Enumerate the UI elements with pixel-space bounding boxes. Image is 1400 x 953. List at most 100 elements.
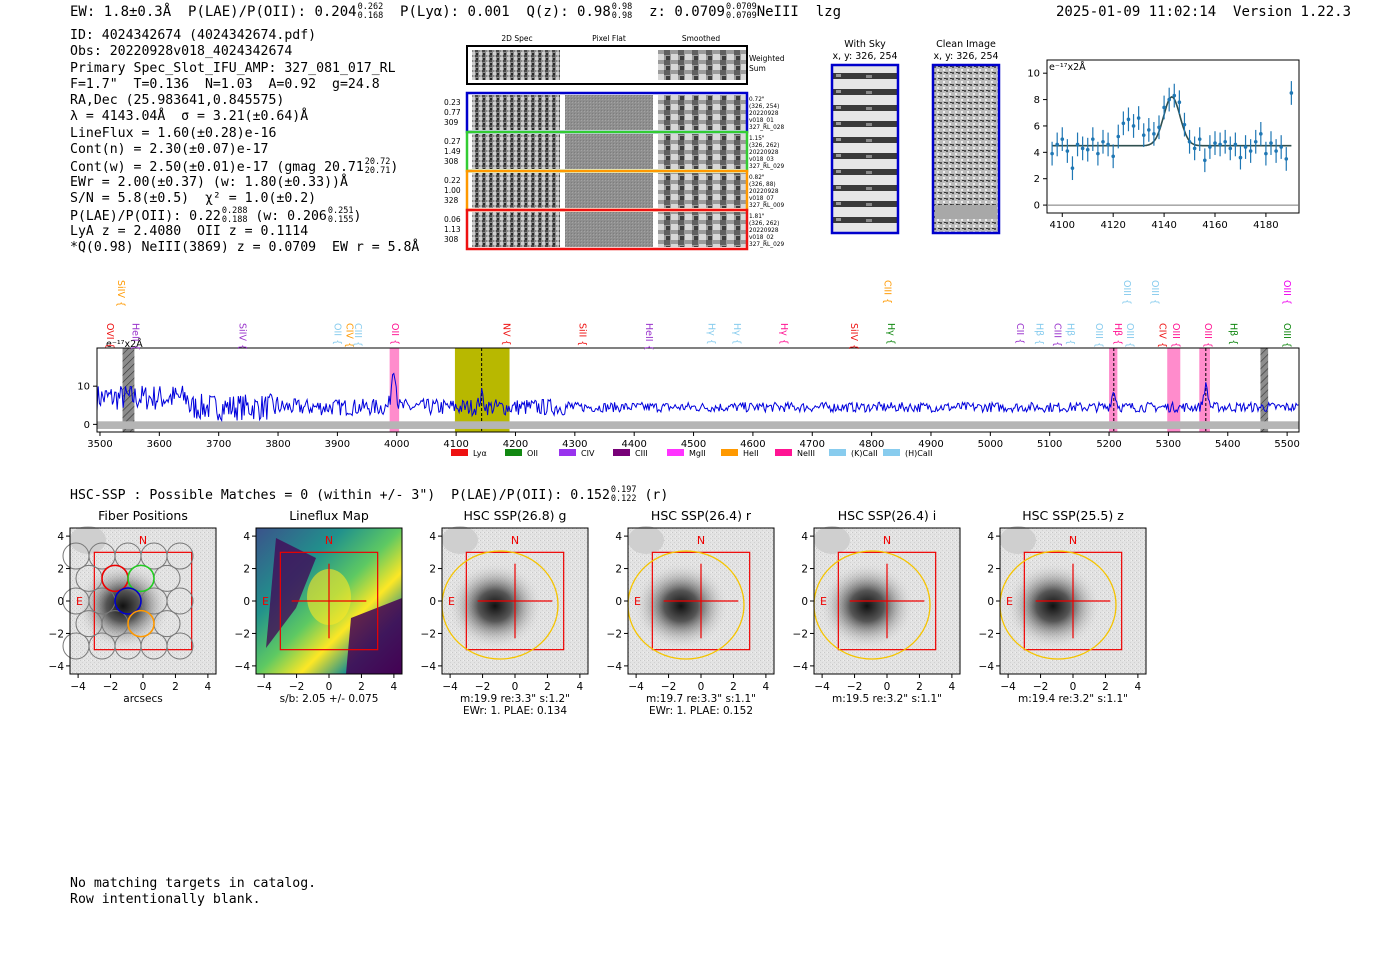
spectral-line-label: Hγ { xyxy=(705,323,716,345)
fit-ytick-label: 10 xyxy=(1027,69,1040,80)
row-right-label: 20220928 xyxy=(749,111,779,117)
fit-point xyxy=(1147,128,1151,132)
row-pixelflat xyxy=(565,134,653,169)
galaxy-blob xyxy=(1005,562,1101,650)
spectrum-xtick-label: 3800 xyxy=(265,439,290,450)
hsc-panel-title: HSC SSP(26.8) g xyxy=(464,508,567,523)
spectrum-xtick-label: 5300 xyxy=(1156,439,1181,450)
hsc-panel: N E 4 2 0 −2 −4 −4 −2 0 2 4 m:19.7 re:3.3" s:1.1"EWr… xyxy=(607,526,775,717)
hsc-xtick-label: 2 xyxy=(1102,681,1109,693)
full-spectrum-chart: e⁻¹⁷x2Å 3500 3600 3700 3800 3900 4000 4100 4200… xyxy=(77,280,1300,458)
spectral-line-label: CII { xyxy=(1014,323,1025,344)
row-right-label: 20220928 xyxy=(749,150,779,156)
spectral-line-label: OIII { xyxy=(1281,280,1292,305)
spectral-line-label: Hβ { xyxy=(1228,323,1239,345)
hsc-xtick-label: −2 xyxy=(475,681,490,693)
hsc-xtick-label: −4 xyxy=(256,681,272,693)
info-q: *Q(0.98) NeIII(3869) z = 0.0709 EW r = 5… xyxy=(70,239,420,255)
hsc-caption: m:19.5 re:3.2" s:1.1" xyxy=(832,693,942,705)
fit-point xyxy=(1101,139,1105,144)
hsc-xtick-label: 2 xyxy=(916,681,923,693)
hsc-ytick-label: 4 xyxy=(615,531,622,543)
galaxy-blob xyxy=(633,562,729,650)
spectral-line-label: OIII { xyxy=(1281,323,1292,348)
row-left-label: 1.49 xyxy=(444,147,461,156)
fit-point xyxy=(1121,121,1126,126)
sum-label-1: Weighted xyxy=(749,54,785,63)
fit-point xyxy=(1192,146,1197,151)
hsc-xtick-label: 2 xyxy=(730,681,737,693)
flags: lzg xyxy=(815,4,842,20)
spectrum-xtick-label: 3900 xyxy=(325,439,350,450)
spectral-line-label: OIII { xyxy=(1093,323,1104,348)
spectral-line-label: OIII { xyxy=(1170,323,1181,348)
hsc-xtick-label: 0 xyxy=(326,681,333,693)
hsc-xtick-label: 4 xyxy=(949,681,956,693)
fit-point xyxy=(1223,139,1227,144)
hsc-ytick-label: 2 xyxy=(429,564,436,576)
row-pixelflat xyxy=(565,95,653,130)
spectrum-xtick-label: 4200 xyxy=(503,439,528,450)
hsc-ytick-label: −4 xyxy=(607,661,623,673)
fit-point xyxy=(1238,155,1243,160)
legend-swatch xyxy=(721,449,738,456)
fit-point xyxy=(1131,124,1136,128)
cutouts-panel: With Sky x, y: 326, 254 Clean Image x, y… xyxy=(830,39,1001,235)
info-sn: S/N = 5.8(±0.5) χ² = 1.0(±0.2) xyxy=(70,190,317,206)
hsc-ytick-label: −2 xyxy=(607,628,622,640)
legend-label: HeII xyxy=(743,449,759,458)
fiber-circle xyxy=(62,632,90,660)
spectrum-band-hatched xyxy=(122,348,135,432)
fit-point xyxy=(1228,146,1233,151)
hsc-panel-title: Fiber Positions xyxy=(98,508,188,523)
spectral-line-label: OIII { xyxy=(1121,280,1132,305)
fiber-circle xyxy=(62,587,90,615)
hsc-ytick-label: −2 xyxy=(979,628,994,640)
fiber-circle xyxy=(166,542,194,570)
hsc-caption-2: EWr: 1. PLAE: 0.134 xyxy=(463,705,567,717)
hsc-ytick-label: 4 xyxy=(57,531,64,543)
info-fparams: F=1.7" T=0.136 N=1.03 A=0.92 g=24.8 xyxy=(70,76,380,92)
plae-value: P(LAE)/P(OII): 0.204 xyxy=(188,4,357,20)
info-obs: Obs: 20220928v018_4024342674 xyxy=(70,44,293,60)
spectrum-xtick-label: 5100 xyxy=(1037,439,1062,450)
fit-point xyxy=(1269,141,1273,145)
hsc-xtick-label: 4 xyxy=(391,681,398,693)
footer-line-1: No matching targets in catalog. xyxy=(70,876,317,891)
hsc-ytick-label: −4 xyxy=(235,661,251,673)
row-left-label: 0.27 xyxy=(444,137,461,146)
hsc-ytick-label: 0 xyxy=(243,596,250,608)
info-id: ID: 4024342674 (4024342674.pdf) xyxy=(70,28,317,43)
row-right-label: 1.81" xyxy=(749,214,765,220)
spectrum-band-line xyxy=(1167,348,1181,432)
info-primary: Primary Spec_Slot_IFU_AMP: 327_081_017_R… xyxy=(70,60,396,76)
row-smoothed xyxy=(658,134,746,169)
row-left-label: 308 xyxy=(444,157,459,166)
hsc-xtick-label: 2 xyxy=(358,681,365,693)
col-2dspec: 2D Spec xyxy=(501,34,532,43)
fit-point xyxy=(1050,151,1054,156)
fit-point xyxy=(1136,116,1141,120)
plae-range: 0.262 0.168 xyxy=(357,2,384,21)
spectral-line-label: Hβ { xyxy=(1034,323,1045,345)
fit-point xyxy=(1080,146,1085,151)
qz-value: Q(z): 0.98 xyxy=(526,4,611,20)
lineflux-low-region xyxy=(346,598,402,674)
spectrum-xtick-label: 3500 xyxy=(87,439,112,450)
spectral-line-label: CIV { xyxy=(1157,323,1168,348)
line-fit-chart: e⁻¹⁷x2Å 4100 4120 4140 4160 4180 0 2 4 6 8 10 xyxy=(1027,59,1300,231)
fiber-circle-highlight xyxy=(127,564,155,593)
hsc-panel: N E 4 2 0 −2 −4 −4 −2 0 2 4 m:19.5 re:3.2" s:1.1" xyxy=(793,526,961,705)
hsc-ytick-label: −4 xyxy=(49,661,65,673)
footer-note: No matching targets in catalog. Row inten… xyxy=(70,876,316,907)
legend-swatch xyxy=(883,449,900,456)
spectrum-xtick-label: 4500 xyxy=(681,439,706,450)
row-smoothed xyxy=(658,212,746,247)
fit-point xyxy=(1152,132,1156,136)
spec2d-panel: 2D Spec Pixel Flat Smoothed Weighted Sum… xyxy=(444,34,785,251)
fit-xtick-label: 4120 xyxy=(1100,220,1125,231)
legend-swatch xyxy=(559,449,576,456)
hsc-ytick-label: −2 xyxy=(49,628,64,640)
hsc-panel-title: Lineflux Map xyxy=(289,508,369,523)
north-label: N xyxy=(139,534,147,547)
